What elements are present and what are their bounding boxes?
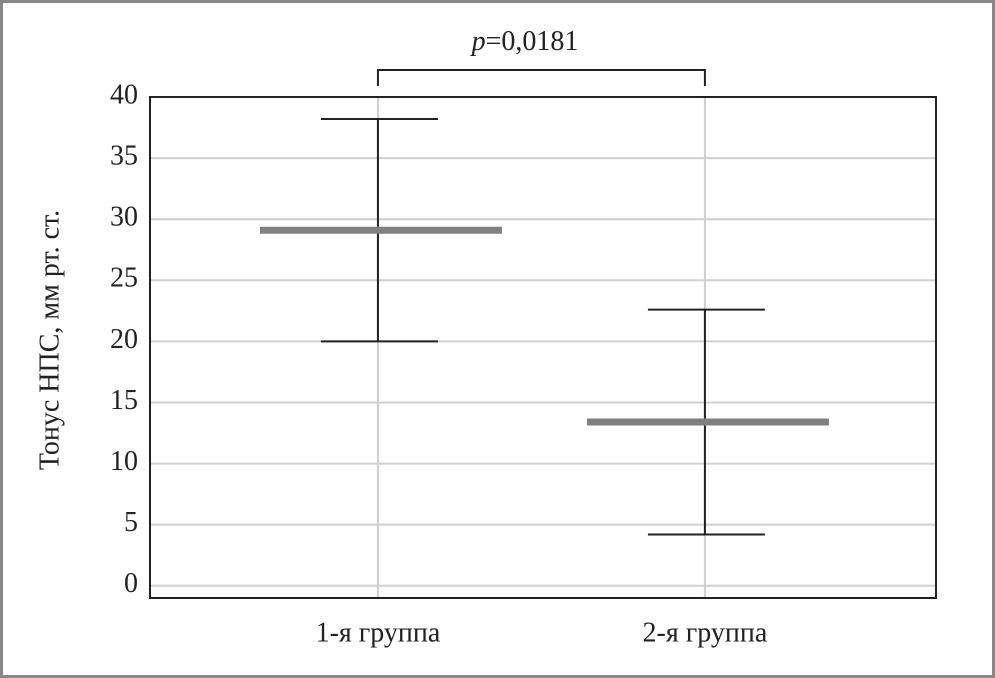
y-tick-label: 40 bbox=[110, 79, 138, 110]
y-tick-label: 5 bbox=[124, 507, 138, 538]
y-tick-label: 20 bbox=[110, 324, 138, 355]
y-tick-label: 35 bbox=[110, 141, 138, 172]
y-tick-label: 10 bbox=[110, 446, 138, 477]
y-tick-label: 0 bbox=[124, 568, 138, 599]
plot-area bbox=[149, 96, 937, 599]
significance-bracket bbox=[376, 69, 706, 86]
y-tick-label: 15 bbox=[110, 385, 138, 416]
y-axis-label: Тонус НПС, мм рт. ст. bbox=[34, 210, 65, 470]
annotation-variable: p bbox=[470, 26, 486, 57]
annotation: p=0,0181 bbox=[470, 26, 579, 57]
x-tick-label: 2-я группа bbox=[643, 617, 768, 648]
annotation-text: =0,0181 bbox=[486, 26, 579, 57]
x-tick-label: 1-я группа bbox=[316, 617, 441, 648]
y-tick-label: 25 bbox=[110, 263, 138, 294]
y-tick-label: 30 bbox=[110, 202, 138, 233]
